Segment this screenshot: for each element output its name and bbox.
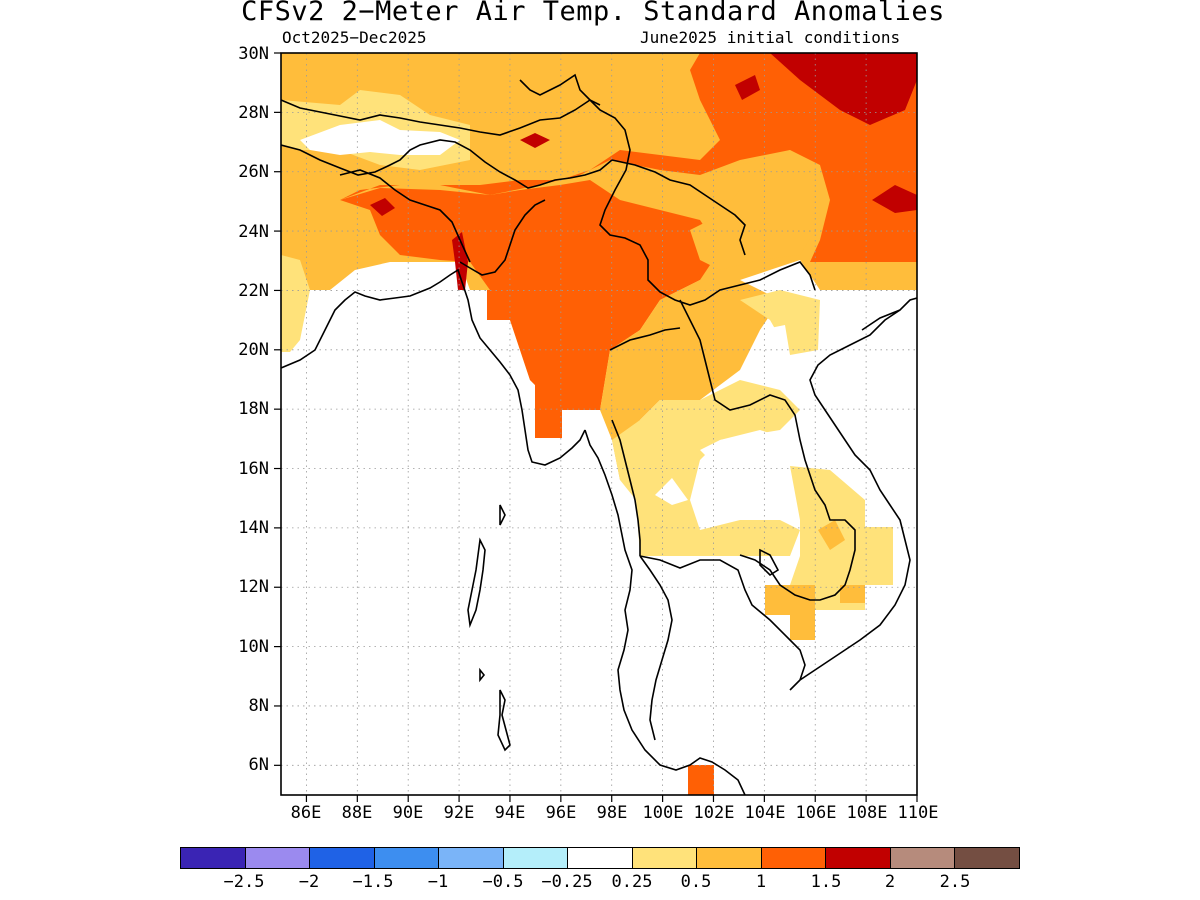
map-frame bbox=[280, 52, 918, 796]
islands bbox=[467, 504, 511, 752]
lon-tick-label: 98E bbox=[596, 803, 628, 823]
colorbar-swatch bbox=[503, 848, 569, 868]
colorbar-swatch bbox=[181, 848, 246, 868]
anomaly-region bbox=[370, 198, 395, 216]
colorbar-label: −2.5 bbox=[223, 872, 265, 892]
lon-tick-label: 102E bbox=[693, 803, 735, 823]
lat-tick-label: 26N bbox=[238, 162, 269, 182]
lat-tick-label: 12N bbox=[238, 577, 269, 597]
colorbar-swatch bbox=[439, 848, 504, 868]
colorbar-swatch bbox=[374, 848, 440, 868]
lon-tick-label: 86E bbox=[290, 803, 322, 823]
lat-tick-label: 10N bbox=[238, 637, 269, 657]
lat-tick-label: 30N bbox=[238, 44, 269, 64]
anomaly-region bbox=[600, 280, 780, 480]
anomaly-region bbox=[760, 325, 790, 360]
lat-tick-label: 16N bbox=[238, 459, 269, 479]
axis-ticks bbox=[274, 52, 918, 802]
lat-tick-label: 6N bbox=[248, 755, 269, 775]
lon-tick-label: 90E bbox=[392, 803, 424, 823]
anomaly-region bbox=[770, 53, 917, 125]
colorbar-label: 2.5 bbox=[939, 872, 971, 892]
colorbar-label: 1.5 bbox=[810, 872, 842, 892]
anomaly-region bbox=[872, 185, 917, 213]
lat-tick-label: 20N bbox=[238, 340, 269, 360]
lat-tick-label: 18N bbox=[238, 399, 269, 419]
lat-tick-label: 22N bbox=[238, 281, 269, 301]
colorbar-swatch bbox=[826, 848, 891, 868]
anomaly-region bbox=[535, 380, 562, 438]
forecast-period: Oct2025−Dec2025 bbox=[282, 28, 427, 47]
colorbar-label: −1 bbox=[427, 872, 449, 892]
lon-tick-label: 108E bbox=[846, 803, 888, 823]
anomaly-region bbox=[700, 430, 800, 470]
lon-tick-label: 110E bbox=[897, 803, 939, 823]
lon-tick-label: 94E bbox=[494, 803, 526, 823]
colorbar-swatch bbox=[310, 848, 375, 868]
lon-tick-label: 106E bbox=[795, 803, 837, 823]
colorbar bbox=[180, 847, 1020, 869]
anomaly-region bbox=[740, 290, 820, 355]
anomaly-region bbox=[655, 478, 688, 505]
coastlines bbox=[281, 73, 917, 795]
lon-tick-label: 104E bbox=[744, 803, 786, 823]
colorbar-swatch bbox=[632, 848, 698, 868]
colorbar-swatch bbox=[890, 848, 956, 868]
anomaly-region bbox=[452, 232, 468, 290]
colorbar-swatch bbox=[697, 848, 762, 868]
anomaly-region bbox=[818, 520, 845, 550]
colorbar-label: 2 bbox=[884, 872, 896, 892]
lat-lon-grid bbox=[281, 53, 917, 795]
colorbar-swatch bbox=[245, 848, 311, 868]
lat-tick-label: 24N bbox=[238, 222, 269, 242]
colorbar-label: −0.25 bbox=[541, 872, 593, 892]
anomaly-region bbox=[790, 615, 815, 640]
colorbar-label: 0.5 bbox=[680, 872, 712, 892]
lat-tick-label: 14N bbox=[238, 518, 269, 538]
lon-tick-label: 92E bbox=[443, 803, 475, 823]
chart-title: CFSv2 2−Meter Air Temp. Standard Anomali… bbox=[241, 0, 945, 27]
lon-tick-label: 88E bbox=[341, 803, 373, 823]
anomaly-region bbox=[612, 380, 800, 556]
colorbar-label: −0.5 bbox=[482, 872, 524, 892]
anomaly-region bbox=[735, 75, 760, 100]
anomaly-region bbox=[690, 150, 815, 270]
anomaly-region bbox=[300, 120, 460, 155]
anomaly-region bbox=[688, 765, 714, 795]
anomaly-region bbox=[487, 290, 510, 320]
colorbar-swatch bbox=[955, 848, 1019, 868]
anomaly-region bbox=[765, 585, 815, 615]
initial-conditions: June2025 initial conditions bbox=[640, 28, 901, 47]
lat-tick-label: 28N bbox=[238, 103, 269, 123]
lon-tick-label: 100E bbox=[642, 803, 684, 823]
anomaly-region bbox=[281, 255, 310, 352]
colorbar-swatch bbox=[761, 848, 827, 868]
lat-tick-label: 8N bbox=[248, 696, 269, 716]
lon-tick-label: 96E bbox=[545, 803, 577, 823]
colorbar-label: 0.25 bbox=[611, 872, 653, 892]
colorbar-label: −2 bbox=[298, 872, 320, 892]
colorbar-label: 1 bbox=[755, 872, 767, 892]
colorbar-swatch bbox=[568, 848, 633, 868]
anomaly-region bbox=[520, 133, 550, 148]
colorbar-label: −1.5 bbox=[352, 872, 394, 892]
anomaly-region bbox=[840, 585, 865, 603]
